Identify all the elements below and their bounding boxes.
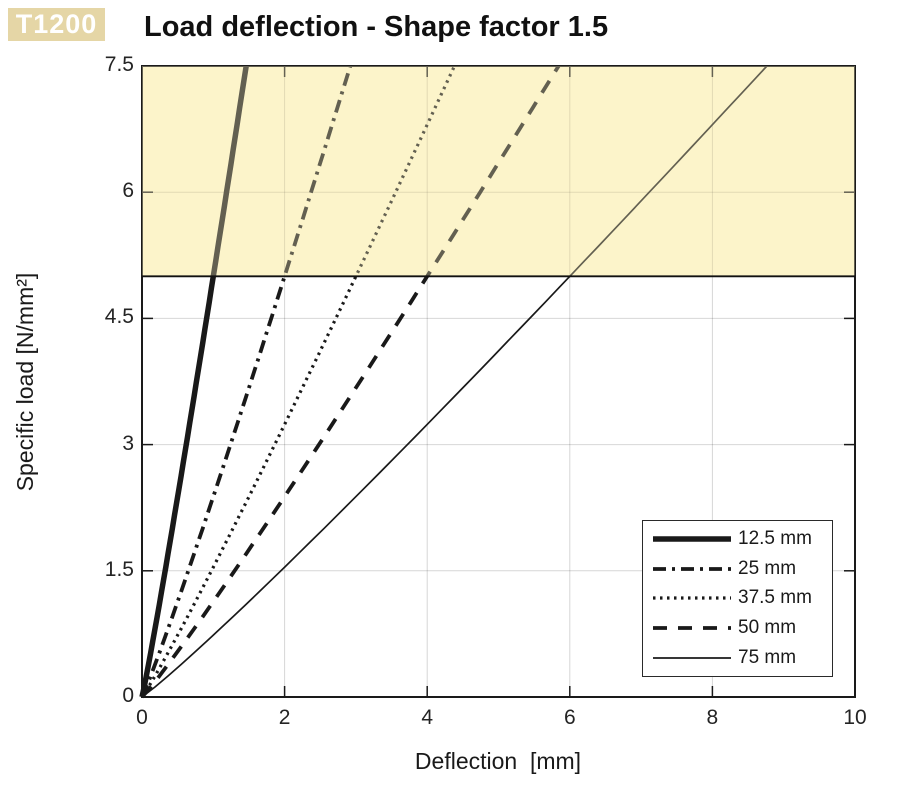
product-badge: T1200 — [8, 8, 105, 41]
x-tick-label: 8 — [706, 706, 719, 729]
y-tick-label: 1.5 — [104, 557, 134, 581]
y-axis-label: Specific load [N/mm²] — [12, 272, 38, 492]
legend-line-sample-dashdot — [653, 566, 731, 571]
x-tick-label: 6 — [563, 706, 576, 729]
x-tick-label: 0 — [136, 706, 148, 729]
y-tick-label: 6 — [122, 179, 134, 203]
legend-item-label: 75 mm — [738, 647, 797, 669]
legend-item-label: 25 mm — [738, 557, 797, 579]
x-tick-label: 2 — [278, 706, 291, 729]
legend-item-label: 12.5 mm — [738, 527, 812, 549]
x-tick-label: 4 — [421, 706, 434, 729]
legend-item-label: 50 mm — [738, 617, 797, 639]
y-tick-label: 7.5 — [104, 53, 134, 76]
legend-line-sample-solid-thick — [653, 536, 731, 542]
y-tick-label: 3 — [122, 431, 134, 455]
legend-line-sample-dashed — [653, 626, 731, 631]
legend-item: 50 mm — [651, 614, 832, 642]
legend-line-sample-solid-thin — [653, 657, 731, 659]
legend-item: 75 mm — [651, 644, 832, 672]
legend-line-sample-dotted — [653, 596, 731, 601]
legend-item: 25 mm — [651, 555, 832, 583]
chart-title: Load deflection - Shape factor 1.5 — [144, 11, 609, 43]
x-axis-label: Deflection [mm] — [414, 748, 582, 774]
legend-item-label: 37.5 mm — [738, 587, 812, 609]
legend-item: 12.5 mm — [651, 525, 832, 553]
legend-item: 37.5 mm — [651, 584, 832, 612]
legend: 12.5 mm 25 mm 37.5 mm 50 mm 75 mm — [642, 520, 833, 677]
y-tick-label: 0 — [122, 684, 134, 707]
y-tick-label: 4.5 — [104, 305, 134, 329]
x-tick-label: 10 — [843, 706, 867, 729]
